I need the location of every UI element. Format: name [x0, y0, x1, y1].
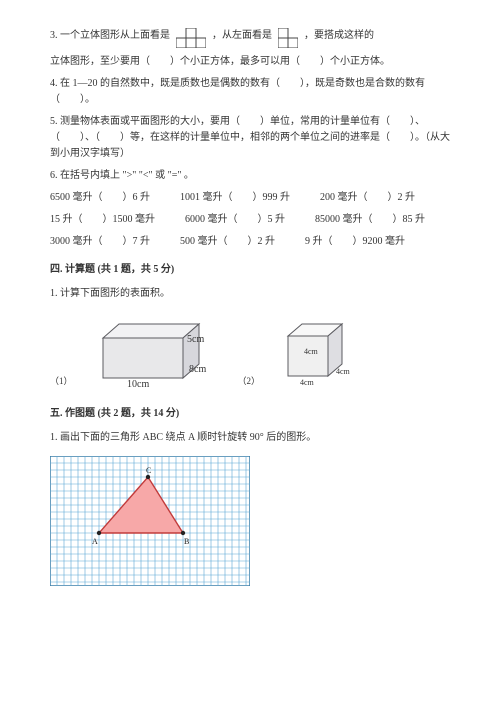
- left-view-shape: [278, 28, 298, 48]
- vertex-c: C: [146, 466, 151, 475]
- question-5: 5. 测量物体表面或平面图形的大小，要用（ ）单位，常用的计量单位有（ ）、（ …: [50, 114, 450, 162]
- section-4-title: 四. 计算题 (共 1 题，共 5 分): [50, 262, 450, 278]
- cuboid-d: 8cm: [189, 364, 206, 375]
- cube-figure: 4cm 4cm 4cm: [280, 318, 360, 388]
- vertex-a: A: [92, 537, 98, 546]
- section-5-title: 五. 作图题 (共 2 题，共 14 分): [50, 406, 450, 422]
- fill-row-2: 15 升（ ）1500 毫升 6000 毫升（ ）5 升 85000 毫升（ ）…: [50, 212, 450, 228]
- cuboid-figure: 5cm 8cm 10cm: [93, 318, 218, 388]
- vertex-b: B: [184, 537, 189, 546]
- cuboid-w: 10cm: [127, 379, 149, 388]
- cube-b: 4cm: [336, 367, 351, 376]
- cuboid-h: 5cm: [187, 334, 204, 345]
- cube-c: 4cm: [300, 378, 315, 387]
- q3-prefix: 3. 一个立体图形从上面看是: [50, 28, 170, 44]
- section-4-q1: 1. 计算下面图形的表面积。: [50, 286, 450, 302]
- fig-1-label: （1）: [50, 374, 73, 388]
- cube-a: 4cm: [304, 347, 319, 356]
- section-5-q1: 1. 画出下面的三角形 ABC 绕点 A 顺时针旋转 90° 后的图形。: [50, 430, 450, 446]
- q3-line2: 立体图形，至少要用（ ）个小正方体，最多可以用（ ）个小正方体。: [50, 54, 450, 70]
- fig-2-label: （2）: [238, 374, 261, 388]
- q3-suffix: ，要搭成这样的: [304, 28, 374, 44]
- question-6: 6. 在括号内填上 ">" "<" 或 "=" 。: [50, 168, 450, 184]
- q3-mid: ，从左面看是: [212, 28, 272, 44]
- question-4: 4. 在 1—20 的自然数中，既是质数也是偶数的数有（ ），既是奇数也是合数的…: [50, 76, 450, 108]
- triangle-grid-figure: A B C: [50, 456, 450, 586]
- top-view-shape: [176, 28, 206, 48]
- question-3: 3. 一个立体图形从上面看是 ，从左面看是 ，要搭成这样的: [50, 28, 450, 48]
- fill-row-3: 3000 毫升（ ）7 升 500 毫升（ ）2 升 9 升（ ）9200 毫升: [50, 234, 450, 250]
- figures-row: （1） 5cm 8cm 10cm （2） 4cm 4cm 4cm: [50, 318, 450, 388]
- fill-row-1: 6500 毫升（ ）6 升 1001 毫升（ ）999 升 200 毫升（ ）2…: [50, 190, 450, 206]
